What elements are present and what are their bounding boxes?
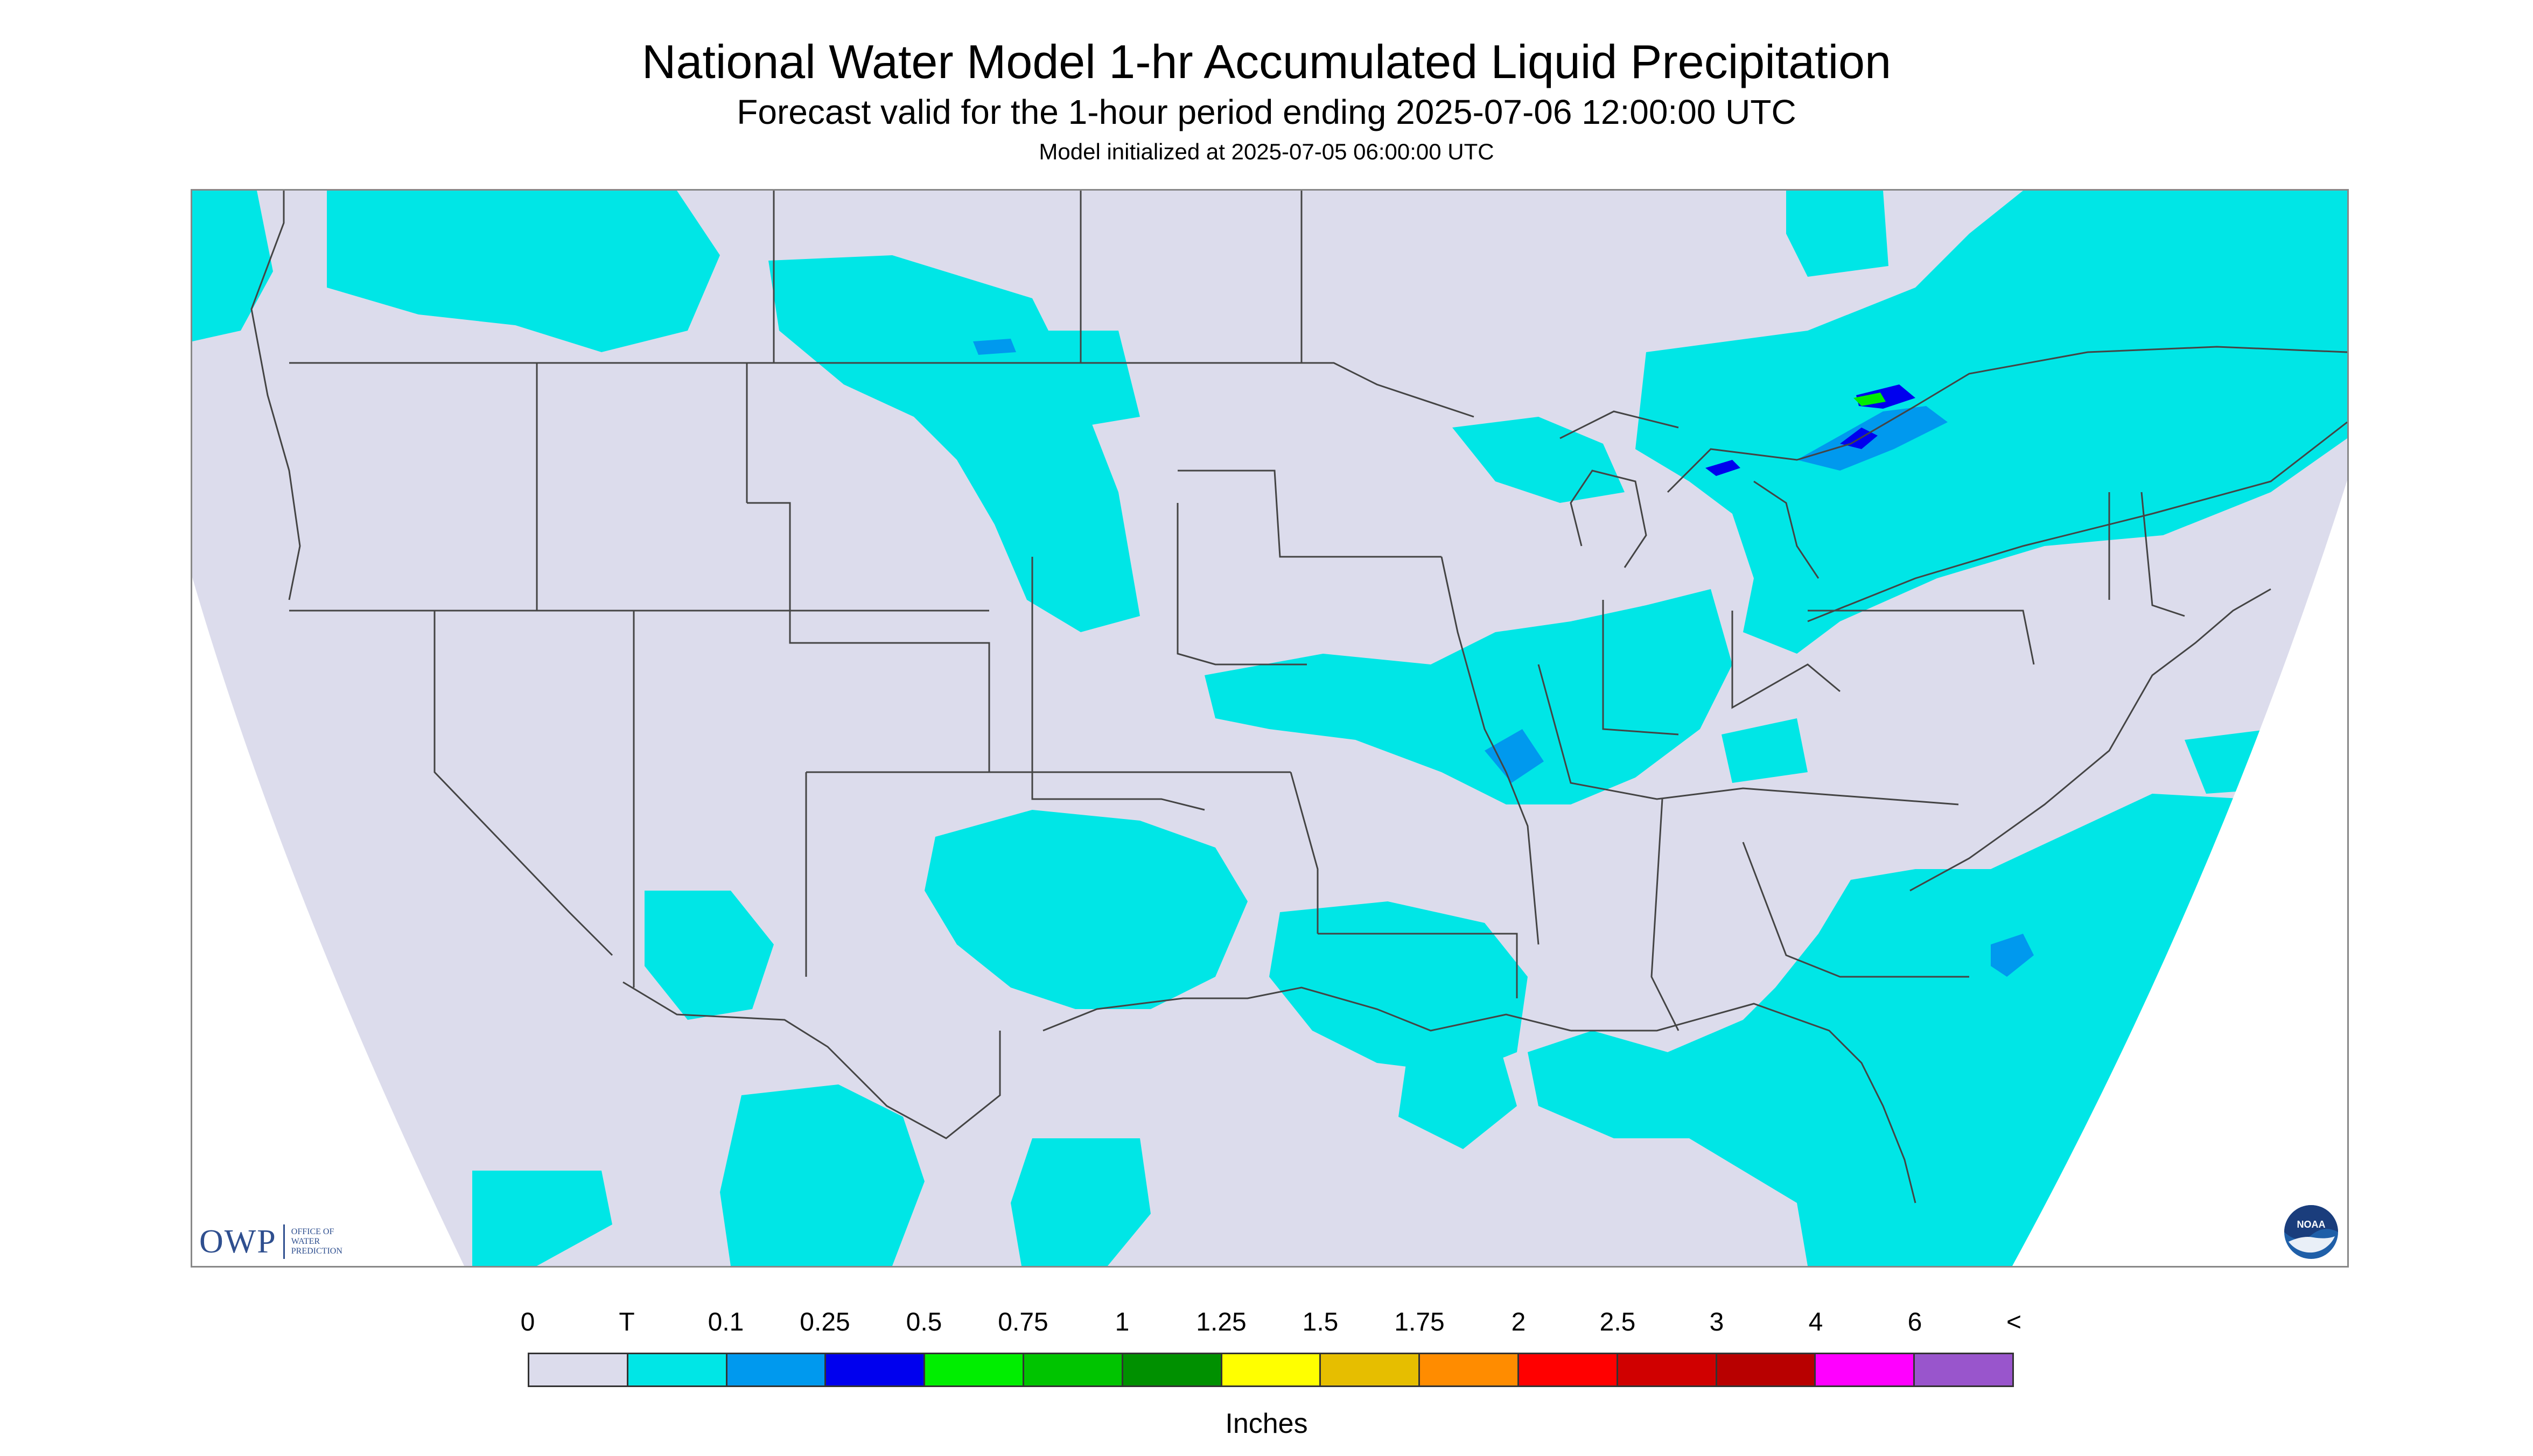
owp-sub-line-1: OFFICE OF xyxy=(291,1227,334,1236)
owp-sub-line-3: PREDICTION xyxy=(291,1247,342,1256)
legend-units: Inches xyxy=(1225,1408,1308,1439)
legend-tick-label: 1.75 xyxy=(1394,1308,1445,1336)
legend-swatch xyxy=(1321,1354,1421,1385)
owp-logo-text: OWP xyxy=(199,1223,277,1260)
legend-tick-label: 0.25 xyxy=(800,1308,850,1336)
boundary-lines xyxy=(250,191,2347,1203)
precip-fields xyxy=(192,191,2347,1266)
map-subtitle: Forecast valid for the 1-hour period end… xyxy=(737,93,1796,131)
legend-tick-label: 4 xyxy=(1808,1308,1823,1336)
green-precip xyxy=(1853,393,1886,406)
legend-swatch xyxy=(529,1354,628,1385)
owp-logo: OWP OFFICE OF WATER PREDICTION xyxy=(199,1220,342,1263)
noaa-logo: NOAA xyxy=(2284,1205,2338,1259)
legend-tick-label: 0.5 xyxy=(906,1308,942,1336)
legend-tick-label: < xyxy=(2006,1308,2022,1336)
legend-tick-label: 1.25 xyxy=(1196,1308,1247,1336)
legend-tick-label: 0.1 xyxy=(708,1308,744,1336)
legend-tick-label: 6 xyxy=(1907,1308,1922,1336)
legend-swatch xyxy=(628,1354,727,1385)
owp-logo-subtext: OFFICE OF WATER PREDICTION xyxy=(291,1227,342,1256)
legend-swatch xyxy=(1816,1354,1915,1385)
legend-tick-label: 1 xyxy=(1115,1308,1130,1336)
noaa-logo-text: NOAA xyxy=(2297,1219,2326,1230)
legend-tick-label: 3 xyxy=(1709,1308,1724,1336)
legend-tick-label: 0 xyxy=(520,1308,535,1336)
legend-swatch xyxy=(1519,1354,1618,1385)
legend-swatch xyxy=(1024,1354,1123,1385)
precip-colorbar xyxy=(528,1353,2014,1387)
legend-swatch xyxy=(727,1354,827,1385)
legend-tick-label: 2 xyxy=(1511,1308,1526,1336)
map-canvas xyxy=(192,191,2347,1266)
owp-sub-line-2: WATER xyxy=(291,1237,320,1246)
legend-swatch xyxy=(826,1354,926,1385)
legend-tick-label: T xyxy=(619,1308,635,1336)
legend-swatch xyxy=(1222,1354,1321,1385)
legend-labels: 0 T 0.1 0.25 0.5 0.75 1 1.25 1.5 1.75 2 2.5 3 4 6 < xyxy=(521,1306,2021,1339)
model-init-line: Model initialized at 2025-07-05 06:00:00… xyxy=(1039,139,1494,164)
legend-tick-label: 0.75 xyxy=(998,1308,1048,1336)
trace-precip xyxy=(192,191,2347,1266)
owp-logo-divider xyxy=(283,1224,285,1259)
legend-swatch xyxy=(1420,1354,1519,1385)
legend-tick-label: 1.5 xyxy=(1302,1308,1339,1336)
legend-swatch xyxy=(1123,1354,1222,1385)
legend-swatch xyxy=(1618,1354,1717,1385)
map-title: National Water Model 1-hr Accumulated Li… xyxy=(641,35,1892,88)
precipitation-map[interactable] xyxy=(191,189,2349,1268)
legend-swatch xyxy=(1717,1354,1816,1385)
legend-tick-label: 2.5 xyxy=(1599,1308,1636,1336)
legend-swatch xyxy=(925,1354,1024,1385)
legend-swatch xyxy=(1915,1354,2012,1385)
